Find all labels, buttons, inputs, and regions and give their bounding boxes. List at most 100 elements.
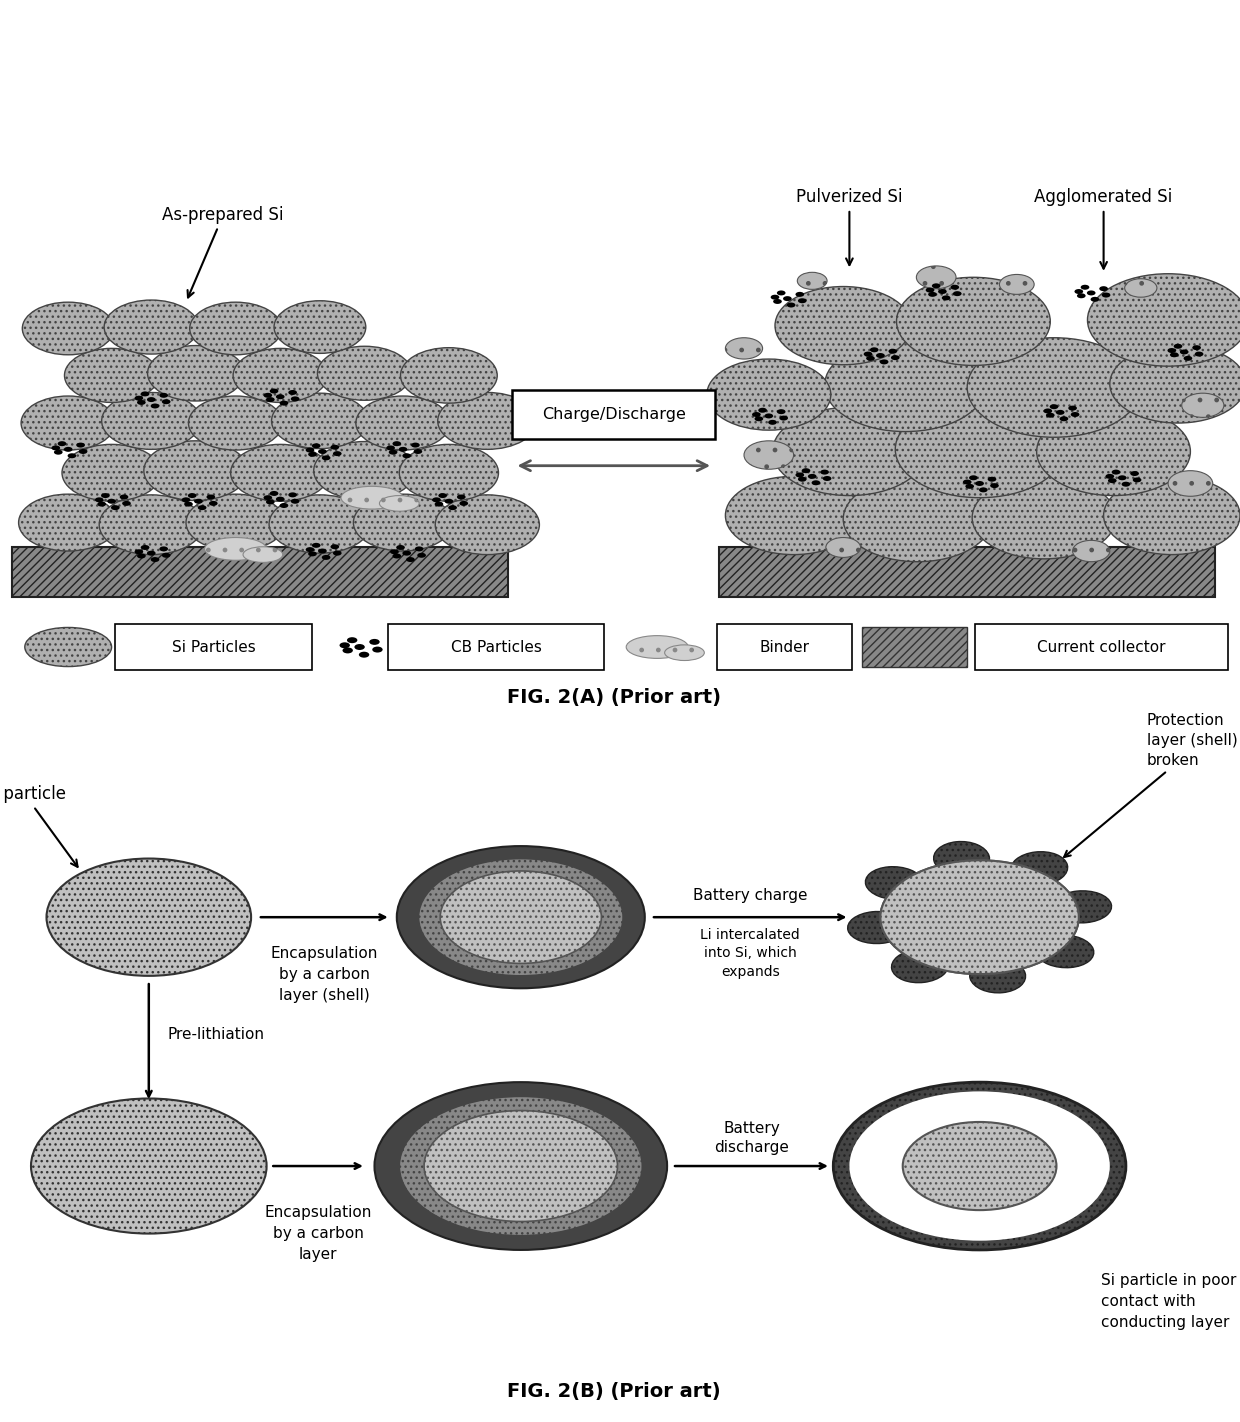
- Ellipse shape: [1100, 286, 1109, 292]
- Ellipse shape: [449, 505, 456, 510]
- Ellipse shape: [274, 300, 366, 353]
- Ellipse shape: [306, 448, 315, 452]
- Ellipse shape: [1044, 408, 1052, 414]
- Ellipse shape: [866, 356, 874, 361]
- Ellipse shape: [97, 502, 107, 506]
- Ellipse shape: [1171, 353, 1178, 357]
- Ellipse shape: [1112, 469, 1121, 475]
- Ellipse shape: [811, 481, 821, 485]
- Ellipse shape: [100, 493, 109, 498]
- Ellipse shape: [444, 499, 454, 503]
- Ellipse shape: [231, 444, 330, 502]
- Ellipse shape: [405, 557, 414, 562]
- Text: CB Particles: CB Particles: [450, 640, 542, 654]
- Ellipse shape: [784, 296, 791, 301]
- Ellipse shape: [275, 394, 284, 400]
- Ellipse shape: [972, 476, 1116, 559]
- Ellipse shape: [990, 483, 999, 488]
- Ellipse shape: [134, 549, 144, 555]
- Ellipse shape: [136, 400, 146, 405]
- Ellipse shape: [665, 644, 704, 660]
- Ellipse shape: [417, 553, 427, 557]
- Ellipse shape: [233, 348, 327, 402]
- FancyBboxPatch shape: [115, 624, 312, 670]
- Ellipse shape: [205, 538, 267, 560]
- Text: Battery
discharge: Battery discharge: [714, 1121, 789, 1155]
- Ellipse shape: [122, 501, 131, 506]
- Ellipse shape: [263, 392, 272, 398]
- Ellipse shape: [869, 347, 878, 353]
- Ellipse shape: [808, 474, 816, 479]
- Ellipse shape: [76, 442, 84, 448]
- Ellipse shape: [146, 397, 156, 402]
- Ellipse shape: [379, 495, 419, 510]
- Ellipse shape: [265, 397, 274, 402]
- Ellipse shape: [370, 638, 379, 646]
- Ellipse shape: [950, 284, 960, 290]
- Ellipse shape: [161, 400, 170, 404]
- Ellipse shape: [764, 414, 774, 418]
- Ellipse shape: [932, 283, 940, 289]
- Ellipse shape: [1087, 273, 1240, 365]
- Bar: [862, 627, 967, 667]
- Ellipse shape: [321, 555, 330, 560]
- Ellipse shape: [970, 475, 978, 481]
- Ellipse shape: [22, 301, 114, 354]
- Ellipse shape: [773, 407, 926, 495]
- Ellipse shape: [355, 644, 365, 650]
- Ellipse shape: [206, 495, 216, 499]
- Ellipse shape: [780, 415, 789, 421]
- Ellipse shape: [319, 449, 327, 454]
- Ellipse shape: [1122, 482, 1131, 486]
- Ellipse shape: [314, 441, 415, 501]
- Ellipse shape: [159, 546, 169, 552]
- Ellipse shape: [64, 348, 159, 402]
- Ellipse shape: [967, 337, 1141, 437]
- Ellipse shape: [1069, 405, 1076, 411]
- Ellipse shape: [434, 502, 444, 506]
- Ellipse shape: [1101, 293, 1111, 297]
- Ellipse shape: [424, 1111, 618, 1221]
- Ellipse shape: [198, 505, 207, 510]
- Ellipse shape: [897, 277, 1050, 365]
- Ellipse shape: [1168, 348, 1177, 353]
- Ellipse shape: [1052, 890, 1111, 923]
- Ellipse shape: [243, 546, 283, 563]
- Ellipse shape: [1182, 392, 1224, 418]
- Ellipse shape: [309, 552, 317, 556]
- Ellipse shape: [888, 348, 898, 354]
- Ellipse shape: [159, 392, 169, 398]
- Ellipse shape: [769, 419, 776, 425]
- Ellipse shape: [934, 842, 990, 876]
- Ellipse shape: [107, 499, 117, 503]
- Ellipse shape: [774, 299, 781, 304]
- Ellipse shape: [319, 549, 327, 553]
- Ellipse shape: [801, 468, 811, 474]
- Ellipse shape: [1091, 297, 1100, 301]
- Ellipse shape: [356, 395, 450, 449]
- Ellipse shape: [341, 486, 403, 509]
- Ellipse shape: [1110, 346, 1240, 424]
- Ellipse shape: [347, 637, 357, 643]
- Ellipse shape: [340, 643, 350, 648]
- Ellipse shape: [1174, 344, 1183, 348]
- Ellipse shape: [358, 651, 370, 657]
- Ellipse shape: [796, 472, 805, 478]
- Text: Binder: Binder: [759, 640, 810, 654]
- Ellipse shape: [186, 493, 285, 552]
- Ellipse shape: [1037, 407, 1190, 495]
- Ellipse shape: [460, 501, 469, 506]
- Ellipse shape: [916, 266, 956, 289]
- Ellipse shape: [820, 469, 828, 475]
- Ellipse shape: [975, 481, 985, 486]
- Ellipse shape: [1035, 936, 1094, 968]
- Ellipse shape: [190, 301, 281, 354]
- Ellipse shape: [775, 286, 911, 364]
- Ellipse shape: [833, 1082, 1126, 1250]
- Ellipse shape: [1106, 474, 1115, 479]
- Ellipse shape: [290, 499, 300, 503]
- Ellipse shape: [797, 273, 827, 289]
- Ellipse shape: [279, 401, 288, 405]
- Ellipse shape: [288, 390, 296, 395]
- Ellipse shape: [1073, 540, 1110, 562]
